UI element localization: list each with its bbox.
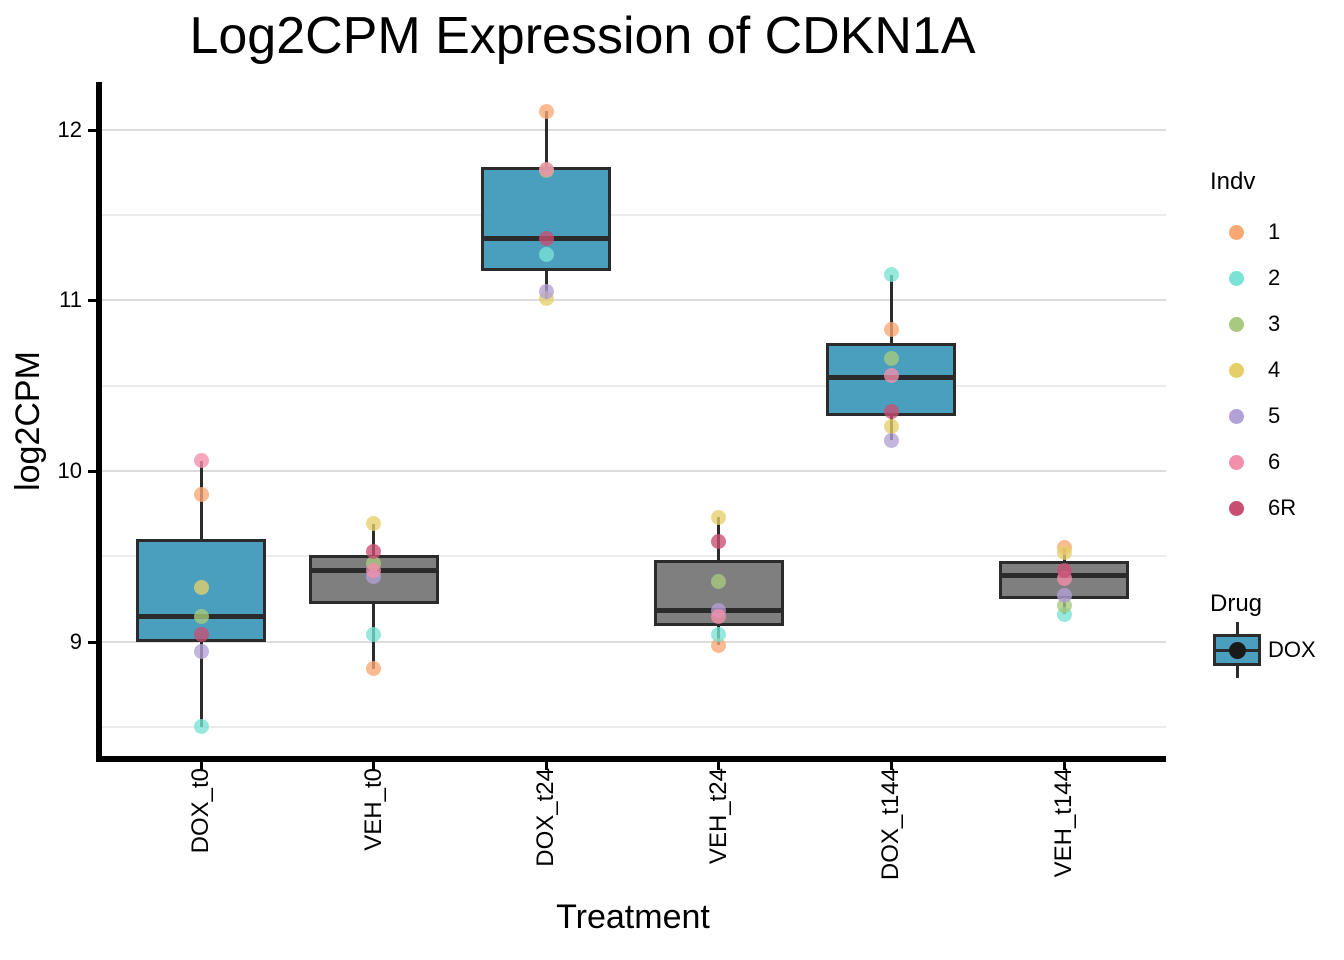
gridline-minor xyxy=(102,555,1166,558)
legend-indv-swatch xyxy=(1229,408,1244,424)
legend-indv-label: 6R xyxy=(1268,495,1297,520)
y-tick-mark xyxy=(88,128,96,132)
legend-indv-swatch xyxy=(1229,316,1244,332)
point-indv-4 xyxy=(366,516,382,532)
legend-drug-label: DOX xyxy=(1268,637,1316,662)
legend-drug-glyph-dot xyxy=(1228,641,1246,659)
legend-indv-label: 5 xyxy=(1268,403,1281,428)
gridline-minor xyxy=(102,214,1166,217)
chart-title: Log2CPM Expression of CDKN1A xyxy=(189,7,976,65)
point-indv-2 xyxy=(883,267,899,283)
point-indv-1 xyxy=(193,487,209,503)
legend-indv-label: 4 xyxy=(1268,357,1281,382)
gridline-major xyxy=(102,299,1166,302)
point-indv-1 xyxy=(538,103,554,119)
x-tick-label: VEH_t24 xyxy=(704,768,732,865)
gridline-major xyxy=(102,470,1166,473)
point-indv-3 xyxy=(711,574,727,590)
x-axis-title: Treatment xyxy=(556,898,710,936)
point-indv-2 xyxy=(193,719,209,735)
point-indv-6R xyxy=(883,403,899,419)
point-indv-4 xyxy=(711,509,727,525)
point-indv-4 xyxy=(1056,545,1072,561)
x-tick-mark xyxy=(544,762,548,770)
point-indv-6R xyxy=(538,231,554,247)
point-indv-6R xyxy=(366,543,382,559)
point-indv-6R xyxy=(1056,562,1072,578)
x-tick-mark xyxy=(372,762,376,770)
x-axis-line xyxy=(96,756,1166,762)
gridline-major xyxy=(102,640,1166,643)
y-tick-label: 12 xyxy=(57,116,82,142)
x-tick-label: DOX_t0 xyxy=(187,768,214,854)
legend-indv-swatch xyxy=(1229,500,1244,516)
point-indv-6 xyxy=(193,453,209,469)
y-tick-mark xyxy=(88,640,96,644)
legend-indv-swatch xyxy=(1229,362,1244,378)
point-indv-4 xyxy=(883,419,899,435)
point-indv-5 xyxy=(193,644,209,660)
x-tick-label: DOX_t144 xyxy=(877,768,905,881)
point-indv-4 xyxy=(193,579,209,595)
point-indv-2 xyxy=(366,627,382,643)
box-DOX_t0 xyxy=(136,539,266,642)
point-indv-6 xyxy=(883,367,899,383)
y-tick-label: 11 xyxy=(59,287,82,313)
legend-indv-label: 1 xyxy=(1268,219,1281,244)
gridline-minor xyxy=(102,725,1166,728)
x-tick-label: DOX_t24 xyxy=(532,768,560,867)
point-indv-6 xyxy=(711,608,727,624)
gridline-minor xyxy=(102,384,1166,387)
y-tick-mark xyxy=(88,470,96,474)
y-tick-mark xyxy=(88,299,96,303)
y-tick-label: 9 xyxy=(69,628,82,654)
legend-indv-swatch xyxy=(1229,224,1244,240)
x-tick-mark xyxy=(889,762,893,770)
point-indv-1 xyxy=(366,661,382,677)
legend-indv-label: 2 xyxy=(1268,265,1281,290)
legend-indv-swatch xyxy=(1229,270,1244,286)
legend-indv-label: 3 xyxy=(1268,311,1281,336)
point-indv-3 xyxy=(193,608,209,624)
legend-indv-label: 6 xyxy=(1268,449,1281,474)
point-indv-6R xyxy=(711,533,727,549)
point-indv-2 xyxy=(538,246,554,262)
point-indv-3 xyxy=(883,350,899,366)
legend-drug-title: Drug xyxy=(1210,590,1263,617)
point-indv-5 xyxy=(538,284,554,300)
gridline-major xyxy=(102,128,1166,131)
point-indv-6 xyxy=(538,161,554,177)
point-indv-6 xyxy=(366,562,382,578)
point-indv-1 xyxy=(883,321,899,337)
x-tick-mark xyxy=(717,762,721,770)
y-axis-line xyxy=(96,82,102,762)
y-tick-label: 10 xyxy=(57,458,82,484)
legend-indv-swatch xyxy=(1229,454,1244,470)
y-axis-title: log2CPM xyxy=(9,351,47,491)
point-indv-2 xyxy=(711,627,727,643)
x-tick-label: VEH_t0 xyxy=(359,768,387,851)
point-indv-5 xyxy=(883,432,899,448)
x-tick-mark xyxy=(1062,762,1066,770)
point-indv-6R xyxy=(193,627,209,643)
point-indv-5 xyxy=(1056,588,1072,604)
legend-indv-title: Indv xyxy=(1210,168,1256,195)
x-tick-label: VEH_t144 xyxy=(1050,768,1077,878)
x-tick-mark xyxy=(199,762,203,770)
